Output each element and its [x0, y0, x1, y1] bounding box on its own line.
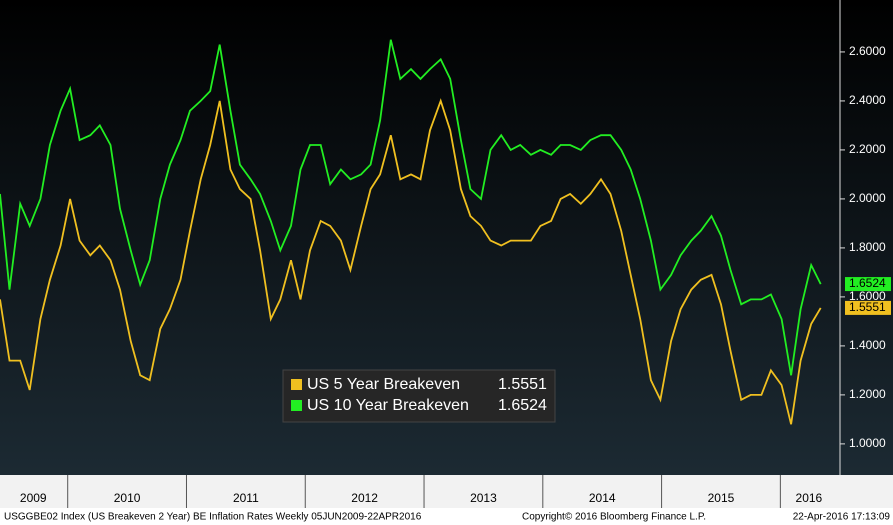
- y-tick-label: 1.2000: [849, 387, 886, 401]
- y-tick-label: 1.6000: [849, 289, 886, 303]
- footer-left: USGGBE02 Index (US Breakeven 2 Year) BE …: [4, 512, 422, 523]
- footer-right: 22-Apr-2016 17:13:09: [793, 512, 891, 523]
- last-value-box: [845, 277, 891, 292]
- y-tick-label: 1.0000: [849, 436, 886, 450]
- last-value-box: [845, 300, 891, 315]
- x-tick-label: 2016: [796, 491, 823, 505]
- x-axis-band: [0, 475, 893, 508]
- x-tick-label: 2009: [20, 491, 47, 505]
- legend-swatch: [291, 379, 302, 390]
- x-tick-label: 2014: [589, 491, 616, 505]
- x-tick-label: 2013: [470, 491, 497, 505]
- x-tick-label: 2012: [351, 491, 378, 505]
- series-line: [0, 39, 822, 376]
- y-tick-label: 2.6000: [849, 44, 886, 58]
- legend-label: US 5 Year Breakeven: [307, 376, 460, 393]
- footer-center: Copyright© 2016 Bloomberg Finance L.P.: [522, 512, 706, 523]
- y-tick-label: 1.4000: [849, 338, 886, 352]
- legend-value: 1.5551: [498, 376, 547, 393]
- x-tick-label: 2010: [114, 491, 141, 505]
- legend-label: US 10 Year Breakeven: [307, 397, 469, 414]
- y-tick-label: 1.8000: [849, 240, 886, 254]
- y-tick-label: 2.4000: [849, 93, 886, 107]
- footer-band: [0, 508, 893, 525]
- last-value-label: 1.5551: [849, 300, 886, 314]
- x-tick-label: 2011: [233, 491, 259, 505]
- last-value-label: 1.6524: [849, 276, 886, 290]
- x-tick-label: 2015: [708, 491, 735, 505]
- legend-swatch: [291, 400, 302, 411]
- legend: US 5 Year Breakeven 1.5551 US 10 Year Brea…: [282, 369, 556, 423]
- legend-value: 1.6524: [498, 397, 547, 414]
- y-tick-label: 2.0000: [849, 191, 886, 205]
- series-line: [0, 98, 822, 425]
- legend-box: [282, 369, 556, 423]
- y-tick-label: 2.2000: [849, 142, 886, 156]
